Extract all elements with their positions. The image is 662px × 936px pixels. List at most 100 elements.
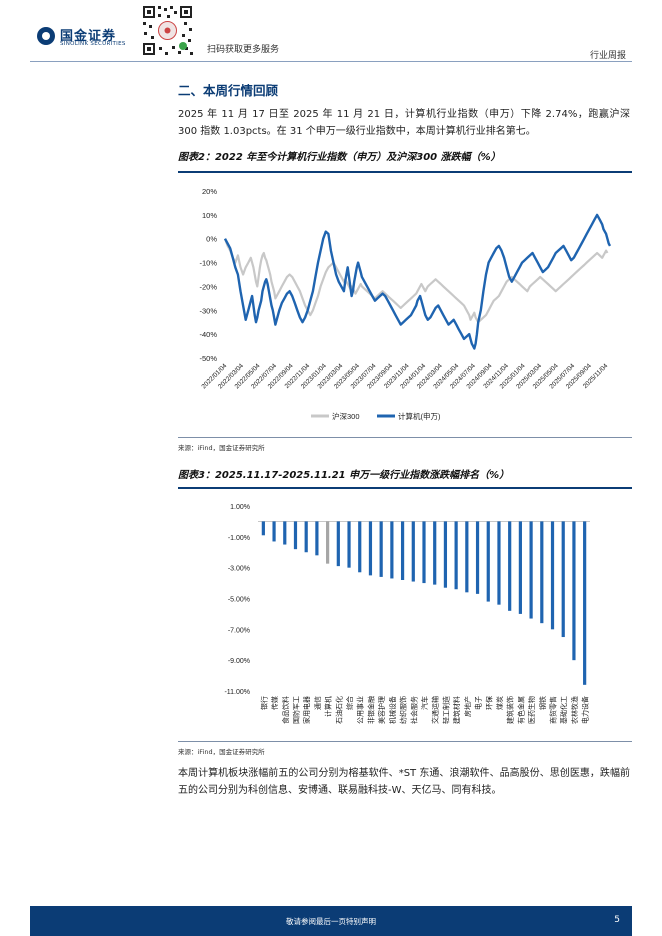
y-tick-label: -30% (199, 306, 217, 315)
y-tick-label: -10% (199, 259, 217, 268)
bar-23 (497, 521, 501, 605)
y-tick-label: -7.00% (228, 627, 250, 634)
series-line-computer (223, 213, 612, 350)
y-tick-label: -40% (199, 330, 217, 339)
market-review-paragraph: 2025 年 11 月 17 日至 2025 年 11 月 21 日，计算机行业… (178, 109, 630, 137)
category-label: 建筑装饰 (506, 696, 515, 724)
bar-2 (272, 521, 276, 542)
y-tick-label: -50% (199, 354, 217, 363)
line-chart: 20%10%0%-10%-20%-30%-40%-50% 2022/01/042… (199, 187, 612, 421)
category-label: 传媒 (270, 696, 279, 710)
category-label: 基础化工 (559, 696, 568, 724)
bar-26 (529, 521, 533, 619)
series-line-hs300 (223, 238, 609, 324)
category-label: 建筑材料 (452, 696, 461, 724)
page-number: 5 (614, 915, 620, 925)
category-label: 纺织服饰 (399, 696, 408, 724)
bar-10 (358, 521, 362, 573)
category-label: 轻工制造 (441, 696, 450, 724)
y-tick-label: 0% (206, 235, 217, 244)
bar-4 (293, 521, 298, 550)
company-logo-name: 国金证券 (60, 29, 117, 44)
y-tick-label: -20% (199, 282, 217, 291)
y-tick-label: 1.00% (230, 504, 250, 511)
category-label: 食品饮料 (281, 696, 290, 724)
category-label: 国防军工 (291, 696, 300, 724)
bar-15 (411, 521, 415, 582)
figure2-title: 图表2：2022 年至今计算机行业指数（申万）及沪深300 涨跌幅（%） (178, 152, 501, 163)
bar-25 (518, 521, 522, 614)
bar-29 (561, 521, 565, 638)
bar-7 (326, 521, 330, 564)
report-type: 行业周报 (590, 51, 627, 61)
top-movers-paragraph: 本周计算机板块涨幅前五的公司分别为榕基软件、*ST 东通、浪潮软件、品高股份、思… (178, 768, 630, 796)
category-label: 商贸零售 (549, 696, 558, 724)
bar-19 (454, 521, 458, 590)
category-label: 银行 (259, 696, 268, 710)
bar-8 (336, 521, 340, 567)
category-label: 电力设备 (581, 696, 590, 724)
bar-28 (550, 521, 555, 630)
category-label: 钢铁 (538, 696, 547, 710)
bar-6 (315, 521, 319, 556)
category-label: 房地产 (463, 696, 472, 717)
category-label: 有色金属 (516, 696, 525, 724)
bar-chart: 1.00% -1.00% -3.00% -5.00% -7.00% -9.00% -11.0… (224, 504, 590, 724)
category-label: 社会服务 (409, 696, 418, 724)
category-label: 电子 (474, 696, 483, 710)
bar-18 (443, 521, 448, 588)
section-title: 二、本周行情回顾 (178, 83, 279, 98)
y-tick-label: -11.00% (224, 689, 250, 696)
category-label: 综合 (345, 696, 354, 710)
category-label: 环保 (484, 696, 493, 710)
category-label: 机械设备 (388, 696, 397, 724)
y-tick-label: 10% (202, 211, 217, 220)
bar-11 (368, 521, 373, 576)
bar-9 (347, 521, 351, 568)
category-label: 石油石化 (334, 696, 343, 724)
bar-20 (465, 521, 469, 593)
category-label: 农林牧渔 (570, 696, 579, 724)
bar-22 (486, 521, 490, 602)
figure3-title: 图表3：2025.11.17-2025.11.21 申万一级行业指数涨跌幅排名（… (178, 470, 510, 481)
qr-code-icon[interactable] (140, 3, 195, 58)
bar-14 (400, 521, 405, 580)
figure2-top-rule (178, 171, 632, 173)
bar-31 (583, 521, 587, 685)
y-tick-label: 20% (202, 187, 217, 196)
category-label: 家用电器 (302, 696, 311, 724)
bar-12 (379, 521, 383, 577)
bar-3 (283, 521, 287, 545)
category-label: 计算机 (324, 696, 333, 717)
category-label: 汽车 (420, 696, 429, 710)
figure2-bottom-rule (178, 437, 632, 438)
category-label: 煤炭 (495, 696, 504, 710)
figure2-source: 来源：iFind，国金证券研究所 (178, 444, 265, 452)
bar-16 (422, 521, 426, 584)
bar-21 (475, 521, 480, 594)
y-tick-label: -3.00% (228, 566, 250, 573)
y-tick-label: -1.00% (228, 535, 250, 542)
footer-bar: 敬请参阅最后一页特别声明 5 (30, 906, 632, 936)
y-tick-label: -5.00% (228, 597, 250, 604)
bar-1 (261, 521, 265, 536)
bar-5 (304, 521, 308, 553)
bar-24 (508, 521, 512, 611)
footer-disclaimer[interactable]: 敬请参阅最后一页特别声明 (286, 917, 376, 926)
category-label: 非银金融 (366, 696, 375, 724)
bar-27 (540, 521, 544, 624)
category-label: 交通运输 (431, 696, 440, 724)
legend-label-computer: 计算机(申万) (398, 411, 441, 421)
category-label: 通信 (313, 696, 322, 710)
category-label: 美容护理 (377, 696, 386, 724)
figure3-bottom-rule (178, 741, 632, 742)
bar-17 (433, 521, 437, 585)
company-logo-english: SINOLINK SECURITIES (60, 41, 126, 47)
company-logo-mark (37, 27, 55, 45)
y-tick-label: -9.00% (228, 658, 250, 665)
bar-13 (390, 521, 394, 579)
bar-30 (572, 521, 576, 661)
category-label: 医药生物 (527, 696, 536, 724)
figure3-top-rule (178, 487, 632, 489)
qr-caption: 扫码获取更多服务 (207, 45, 280, 55)
